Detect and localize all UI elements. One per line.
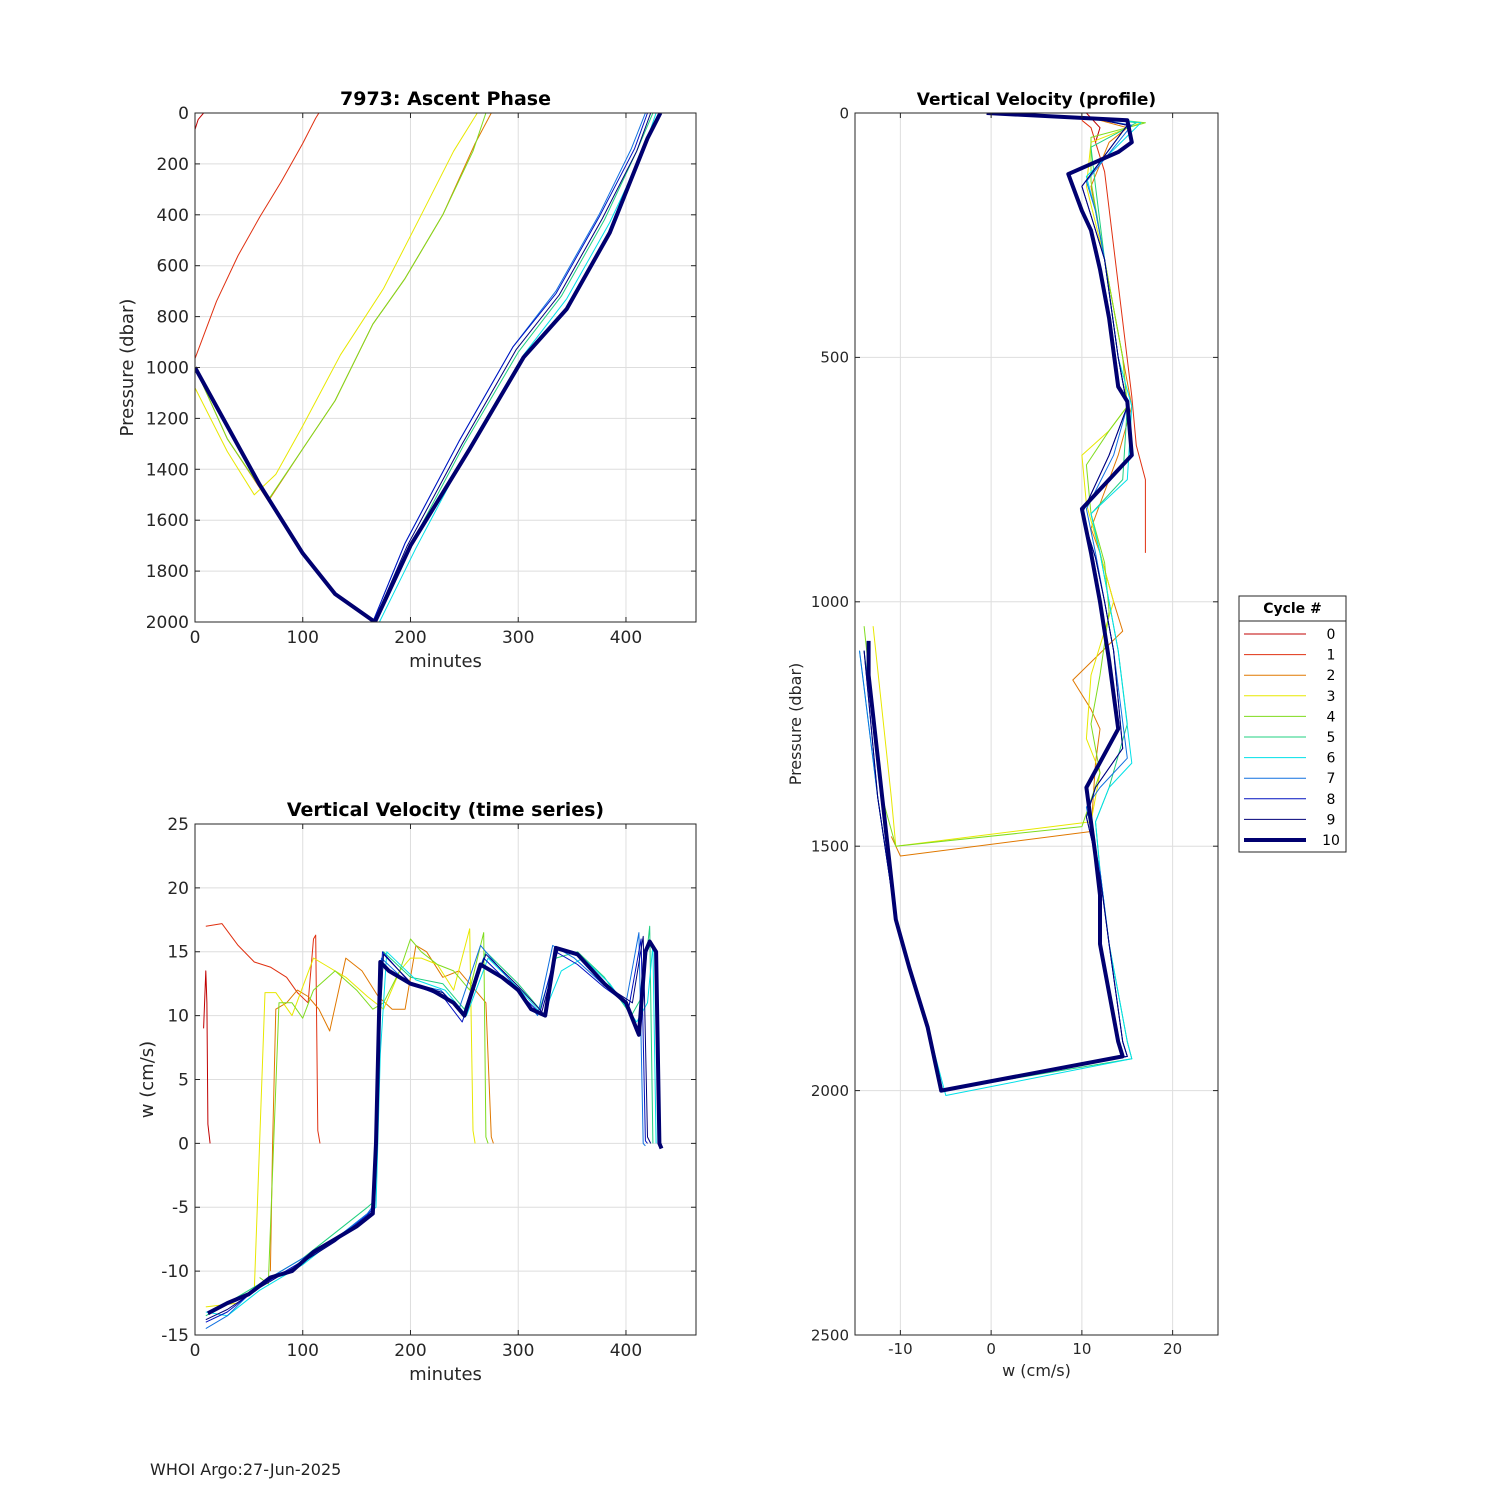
x-axis-label: w (cm/s)	[1002, 1361, 1071, 1380]
y-tick-label: 1600	[146, 511, 189, 531]
legend-label-cycle-1: 1	[1327, 648, 1336, 664]
x-tick-label: 200	[394, 628, 426, 648]
legend-label-cycle-0: 0	[1327, 627, 1336, 643]
y-tick-label: 1200	[146, 409, 189, 429]
x-tick-label: 300	[502, 1341, 534, 1361]
x-tick-label: -10	[888, 1340, 913, 1358]
series-line-cycle-4	[195, 113, 487, 501]
x-tick-label: 0	[986, 1340, 996, 1358]
legend-label-cycle-3: 3	[1327, 689, 1336, 705]
legend-box	[1238, 595, 1347, 853]
series-line-cycle-3	[205, 928, 476, 1308]
y-tick-label: -15	[161, 1326, 189, 1346]
chart-title: Vertical Velocity (profile)	[917, 90, 1156, 110]
y-tick-label: 400	[157, 206, 189, 226]
velocity-profile-chart: -10 0 10 20 0 500 1000 1500 2000 2500 Vertical Vel…	[786, 90, 1219, 1380]
y-tick-label: 1800	[146, 562, 189, 582]
y-tick-label: 800	[157, 308, 189, 328]
y-axis-label: Pressure (dbar)	[117, 299, 138, 437]
y-tick-label: 25	[167, 815, 189, 835]
series-line-cycle-0	[195, 113, 211, 130]
y-tick-label: 0	[839, 104, 849, 122]
velocity-time-series-chart: 0 100 200 300 400 -15 -10 -5 0 5 10 15 20 25 Vertical …	[137, 799, 697, 1385]
x-tick-label: 10	[1072, 1340, 1091, 1358]
x-axis-label: minutes	[409, 651, 482, 672]
chart-title: 7973: Ascent Phase	[340, 88, 551, 110]
series-line-cycle-0	[203, 970, 211, 1144]
y-tick-label: 2500	[811, 1326, 849, 1344]
y-axis-label: Pressure (dbar)	[786, 663, 805, 786]
series-line-cycle-10	[206, 939, 664, 1316]
x-tick-label: 400	[610, 628, 642, 648]
y-tick-label: -10	[161, 1262, 189, 1282]
legend-title: Cycle #	[1263, 601, 1322, 617]
series-group	[203, 923, 664, 1330]
legend-label-cycle-7: 7	[1327, 771, 1336, 787]
series-line-cycle-1	[1081, 119, 1146, 553]
x-tick-label: 400	[610, 1341, 642, 1361]
y-tick-label: 0	[178, 104, 189, 124]
x-tick-label: 0	[190, 1341, 201, 1361]
y-tick-label: 200	[157, 155, 189, 175]
x-tick-label: 0	[190, 628, 201, 648]
y-tick-label: 15	[167, 943, 189, 963]
y-tick-label: 600	[157, 257, 189, 277]
y-tick-label: 10	[167, 1007, 189, 1027]
x-axis-label: minutes	[409, 1364, 482, 1385]
plot-area	[855, 113, 1218, 1335]
series-line-cycle-3	[195, 113, 478, 496]
y-tick-label: 0	[178, 1134, 189, 1154]
legend-label-cycle-6: 6	[1327, 751, 1336, 767]
legend-label-cycle-9: 9	[1327, 812, 1336, 828]
series-line-cycle-10	[866, 113, 1134, 1093]
legend: Cycle # 0 1 2 3 4 5 6 7 8 9 10	[1238, 595, 1347, 853]
legend-label-cycle-10: 10	[1322, 833, 1340, 849]
y-tick-label: 1400	[146, 460, 189, 480]
legend-label-cycle-4: 4	[1327, 709, 1336, 725]
series-line-cycle-1	[195, 113, 320, 359]
y-tick-label: -5	[172, 1198, 189, 1218]
y-tick-label: 5	[178, 1070, 189, 1090]
y-tick-label: 1000	[811, 593, 849, 611]
y-tick-label: 1000	[146, 358, 189, 378]
series-group	[859, 113, 1146, 1096]
y-tick-label: 2000	[146, 613, 189, 633]
axes-frame	[854, 112, 1219, 1336]
y-tick-label: 20	[167, 879, 189, 899]
x-tick-label: 300	[502, 628, 534, 648]
chart-title: Vertical Velocity (time series)	[287, 799, 604, 821]
series-line-cycle-1	[205, 923, 321, 1144]
x-tick-label: 20	[1163, 1340, 1182, 1358]
footer-label: WHOI Argo:27-Jun-2025	[150, 1460, 342, 1479]
x-tick-label: 200	[394, 1341, 426, 1361]
y-tick-label: 2000	[811, 1082, 849, 1100]
series-group	[195, 113, 663, 622]
y-tick-label: 500	[820, 349, 849, 367]
x-tick-label: 100	[287, 1341, 319, 1361]
x-tick-label: 100	[287, 628, 319, 648]
ascent-phase-chart: 0 100 200 300 400 0 200 400 600 800 1000 1200 1400 16…	[117, 88, 697, 672]
legend-label-cycle-5: 5	[1327, 730, 1336, 746]
legend-label-cycle-8: 8	[1327, 792, 1336, 808]
series-line-cycle-10	[195, 113, 663, 622]
y-tick-label: 1500	[811, 837, 849, 855]
legend-label-cycle-2: 2	[1327, 668, 1336, 684]
y-axis-label: w (cm/s)	[137, 1041, 158, 1118]
